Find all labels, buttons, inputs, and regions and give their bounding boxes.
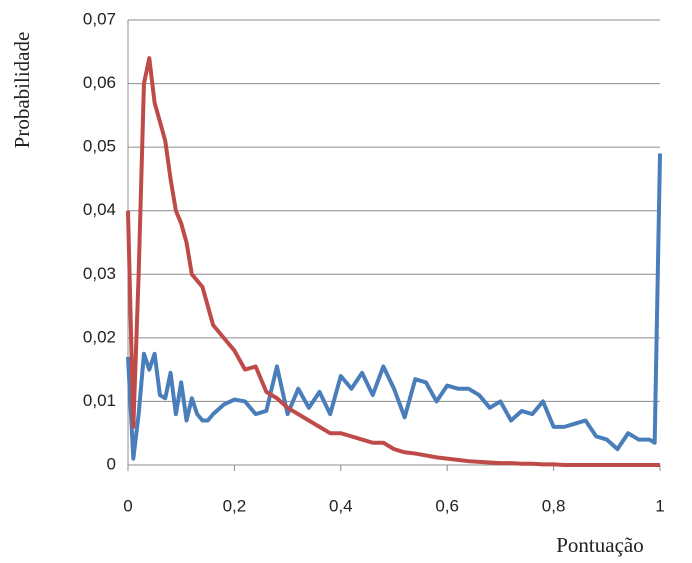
x-tick-label: 0,8 — [542, 496, 566, 515]
y-tick-label: 0,07 — [83, 9, 116, 28]
y-tick-label: 0,05 — [83, 137, 116, 156]
x-axis-label: Pontuação — [556, 533, 643, 557]
y-tick-label: 0 — [107, 454, 116, 473]
y-tick-label: 0,03 — [83, 264, 116, 283]
x-tick-label: 0,4 — [329, 496, 353, 515]
y-tick-label: 0,02 — [83, 327, 116, 346]
x-tick-label: 0,6 — [435, 496, 459, 515]
series-line — [126, 153, 662, 461]
x-tick-label: 0,2 — [223, 496, 247, 515]
x-tick-label: 0 — [123, 496, 132, 515]
y-tick-label: 0,06 — [83, 73, 116, 92]
y-tick-label: 0,04 — [83, 200, 116, 219]
series-line — [126, 56, 660, 467]
x-tick-label: 1 — [655, 496, 664, 515]
y-axis-label: Probabilidade — [10, 32, 34, 149]
y-tick-label: 0,01 — [83, 391, 116, 410]
